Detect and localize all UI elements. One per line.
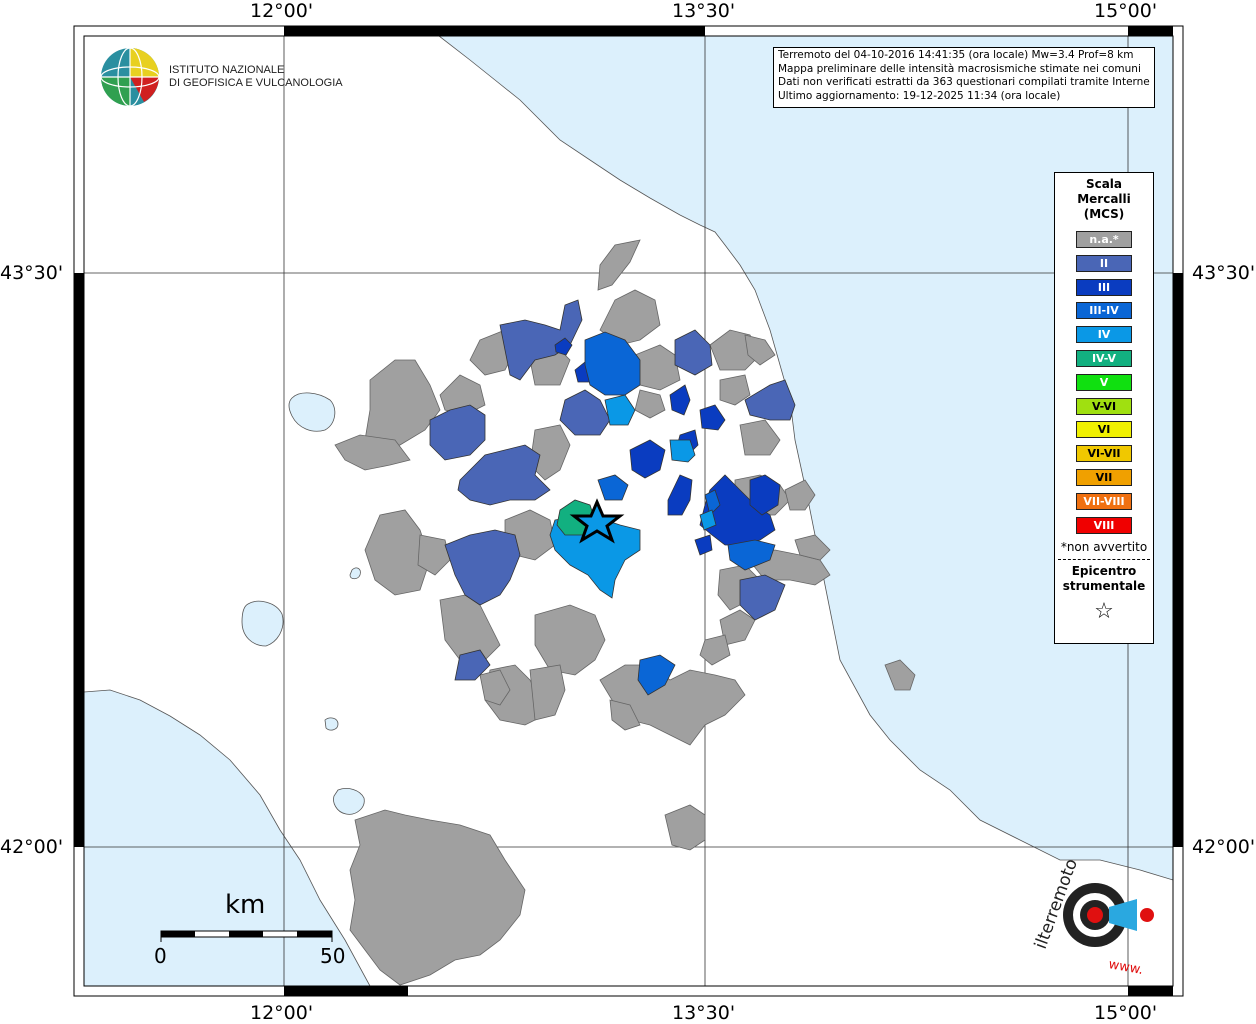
legend-swatch: III [1076,278,1132,296]
lon-label-bottom-1: 12°00' [250,1002,314,1024]
lake-bolsena [241,600,284,647]
info-line-3: Dati non verificati estratti da 363 ques… [778,76,1150,88]
hsit-text-www: www. [1107,957,1144,978]
legend-swatch: VI-VII [1076,445,1132,463]
legend-swatch: n.a.* [1076,231,1132,248]
event-info-box: Terremoto del 04-10-2016 14:41:35 (ora l… [773,47,1155,108]
ingv-line1: ISTITUTO NAZIONALE [169,64,285,76]
scale-bar [160,930,333,942]
legend-epicenter-label: Epicentro strumentale [1055,564,1153,594]
info-line-2: Mappa preliminare delle intensità macros… [778,62,1141,75]
scalebar-unit: km [225,890,266,920]
legend-separator [1058,559,1150,561]
scalebar-start: 0 [154,944,167,968]
legend-swatch: VII-VIII [1076,492,1132,510]
lake-bracciano [333,788,365,815]
info-line-1: Terremoto del 04-10-2016 14:41:35 (ora l… [778,49,1134,61]
intensity-legend: Scala Mercalli (MCS) n.a.* II III III-IV IV I… [1054,172,1154,644]
ingv-globe-icon [100,47,160,107]
lat-label-right-1: 43°30' [1192,262,1256,284]
legend-swatch: V-VI [1076,397,1132,415]
lat-label-left-2: 42°00' [0,836,64,858]
legend-swatch: VI [1076,421,1132,439]
ingv-line2: DI GEOFISICA E VULCANOLOGIA [169,77,343,89]
municipalities-na [334,239,916,986]
ingv-logo-text: ISTITUTO NAZIONALE DI GEOFISICA E VULCAN… [169,64,343,90]
legend-swatches: n.a.* II III III-IV IV IV-V V V-VI VI VI-VII VII VI… [1055,231,1153,534]
lon-label-bottom-3: 15°00' [1094,1002,1158,1024]
legend-epicenter-1: Epicentro [1071,564,1137,579]
scalebar-end: 50 [320,944,346,968]
legend-star-icon: ☆ [1094,599,1114,625]
legend-title-3: (MCS) [1083,207,1125,221]
lon-label-bottom-2: 13°30' [672,1002,736,1024]
adriatic-sea [437,35,1174,881]
municipalities-iii-iv [584,331,776,696]
legend-title: Scala Mercalli (MCS) [1055,177,1153,222]
legend-note: *non avvertito [1060,540,1148,555]
legend-swatch: IV-V [1076,349,1132,367]
legend-epicenter-2: strumentale [1062,579,1146,594]
info-line-4: Ultimo aggiornamento: 19-12-2025 11:34 (… [778,89,1061,102]
legend-swatch: V [1076,373,1132,391]
legend-title-2: Mercalli [1077,192,1131,206]
legend-title-1: Scala [1085,177,1123,191]
legend-swatch: IV [1076,326,1132,344]
legend-swatch: VII [1076,468,1132,486]
municipalities-ii [429,299,796,681]
legend-swatch: II [1076,254,1132,272]
lon-label-top-1: 12°00' [250,0,314,22]
hsit-logo [1063,883,1154,947]
epicenter-star [569,498,625,544]
lat-label-right-2: 42°00' [1192,836,1256,858]
lat-label-left-1: 43°30' [0,262,64,284]
lake-trasimeno [288,392,336,432]
tyrrhenian-sea [83,689,371,987]
legend-swatch: III-IV [1076,302,1132,320]
municipalities-iv [549,394,717,599]
legend-swatch: VIII [1076,516,1132,534]
lon-label-top-2: 13°30' [672,0,736,22]
lon-label-top-3: 15°00' [1094,0,1158,22]
